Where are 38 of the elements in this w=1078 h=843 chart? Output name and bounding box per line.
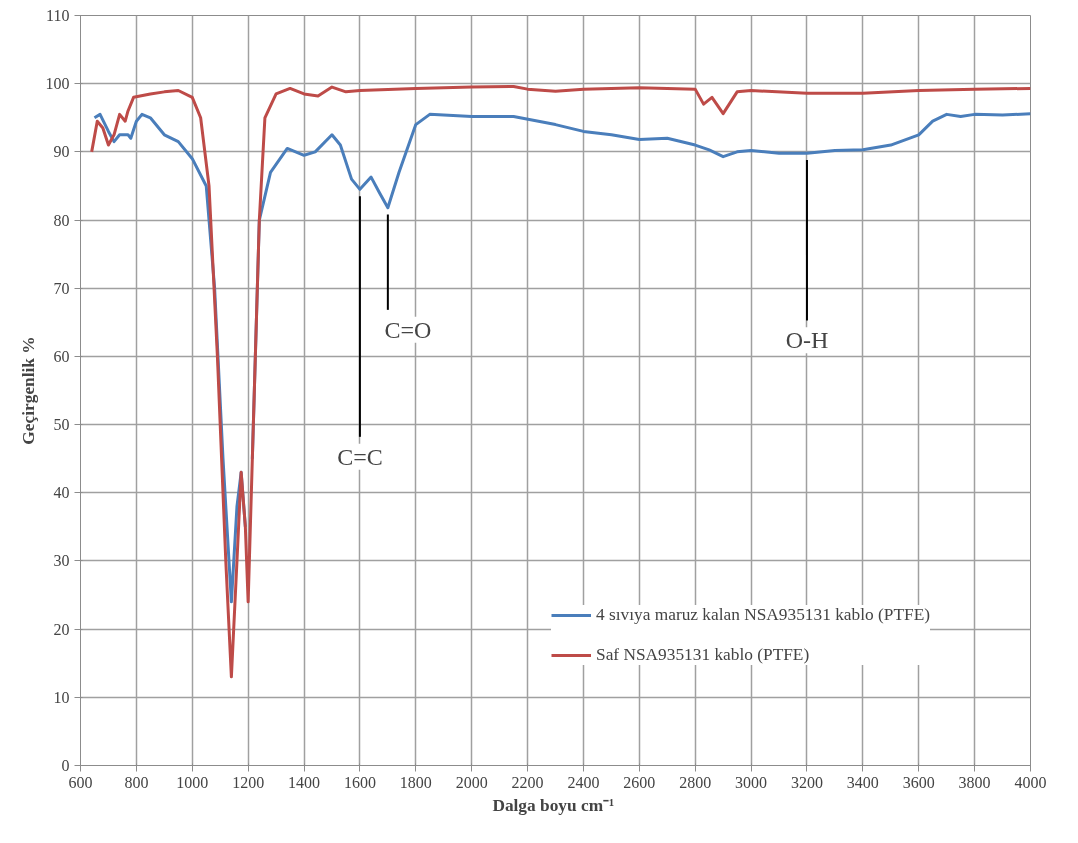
x-tick-label: 2000 [455, 773, 488, 791]
y-tick-label: 10 [53, 688, 70, 706]
annotation: O-H [785, 327, 829, 354]
x-tick-label: 1600 [343, 773, 376, 791]
y-tick-label: 0 [61, 757, 70, 774]
y-tick-label: 40 [53, 484, 70, 502]
x-tick-label: 800 [124, 773, 149, 791]
x-tick-label: 2400 [567, 773, 600, 791]
x-tick-label: 1800 [399, 773, 432, 791]
y-tick-label: 80 [53, 211, 70, 229]
x-tick-label: 2200 [511, 773, 544, 791]
x-tick-label: 3200 [790, 773, 823, 791]
x-tick-label: 3000 [735, 773, 768, 791]
y-tick-label: 50 [53, 416, 70, 434]
y-tick-label: 110 [46, 7, 70, 24]
x-tick-label: 600 [68, 773, 93, 791]
x-tick-label: 1000 [176, 773, 209, 791]
annotation: C=C [337, 443, 383, 470]
y-tick-label: 30 [53, 552, 70, 570]
x-tick-label: 2800 [679, 773, 712, 791]
x-tick-label: 3600 [902, 773, 935, 791]
x-axis-title: Dalga boyu cm⁻¹ [492, 795, 615, 815]
y-axis-title: Geçirgenlik % [18, 336, 38, 445]
annotation: C=O [384, 316, 432, 343]
y-tick-label: 70 [53, 279, 70, 297]
y-tick-label: 20 [53, 620, 70, 638]
y-tick-label: 90 [53, 143, 70, 161]
x-tick-label: 3400 [846, 773, 879, 791]
legend-label: 4 sıvıya maruz kalan NSA935131 kablo (PTFE) [596, 605, 930, 625]
line-series [90, 84, 1031, 679]
x-tick-label: 3800 [958, 773, 991, 791]
y-tick-label: 60 [53, 347, 70, 365]
y-tick-label: 100 [45, 75, 70, 93]
x-tick-label: 2600 [623, 773, 656, 791]
x-tick-label: 1200 [232, 773, 265, 791]
x-tick-label: 1400 [288, 773, 321, 791]
legend-label: Saf NSA935131 kablo (PTFE) [596, 645, 810, 665]
x-tick-label: 4000 [1014, 773, 1047, 791]
